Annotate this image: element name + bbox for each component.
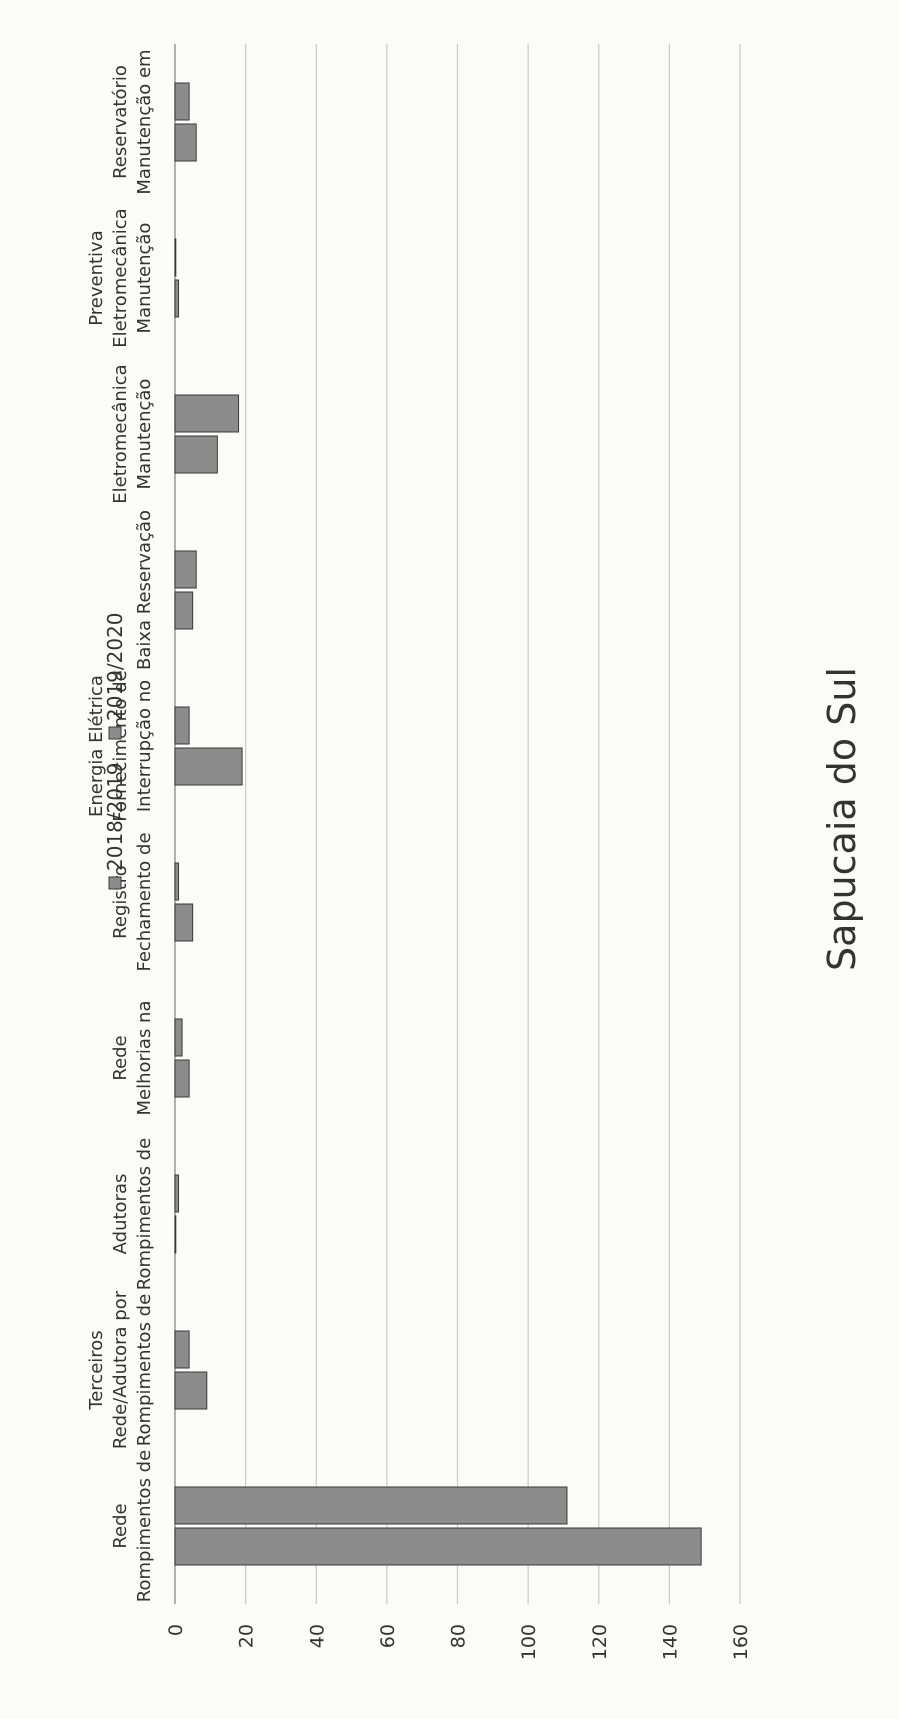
category-label: Preventiva <box>86 230 107 326</box>
chart-title: Sapucaia do Sul <box>820 667 864 971</box>
bar-2018-2019-4 <box>175 904 193 941</box>
category-label: Melhorias na <box>134 1001 155 1116</box>
category-label: Rede <box>110 1503 131 1548</box>
legend-swatch <box>109 877 121 889</box>
y-tick-label: 20 <box>236 1624 258 1648</box>
bar-2018-2019-8 <box>175 280 179 317</box>
bar-2018-2019-2 <box>175 1216 176 1253</box>
bar-2018-2019-5 <box>175 748 242 785</box>
bar-2018-2019-9 <box>175 124 196 161</box>
y-tick-label: 60 <box>377 1624 399 1648</box>
y-tick-label: 120 <box>589 1624 611 1660</box>
category-label: Rompimentos de <box>134 1294 155 1446</box>
category-label: Interrupção no <box>134 680 155 812</box>
legend-label: 2018/2019 <box>103 762 127 871</box>
category-label: Terceiros <box>86 1330 107 1410</box>
category-label: Manutenção em <box>134 49 155 194</box>
y-tick-label: 140 <box>659 1624 681 1660</box>
category-label: Manutenção <box>134 379 155 490</box>
y-tick-label: 0 <box>165 1624 187 1636</box>
bar-2018-2019-0 <box>175 1528 701 1565</box>
legend-label: 2019/2020 <box>103 612 127 721</box>
bar-2018-2019-7 <box>175 436 217 473</box>
category-label: Eletromecânica <box>110 364 131 503</box>
category-label: Rede <box>110 1035 131 1080</box>
y-tick-label: 100 <box>518 1624 540 1660</box>
bar-2019-2020-7 <box>175 395 239 432</box>
bar-2019-2020-4 <box>175 863 179 900</box>
y-tick-label: 160 <box>730 1624 752 1660</box>
category-label: Rede/Adutora por <box>110 1290 131 1449</box>
category-label: Reservatório <box>110 65 131 179</box>
category-label: Eletromecânica <box>110 208 131 347</box>
legend-swatch <box>109 727 121 739</box>
category-label: Fechamento de <box>134 832 155 971</box>
category-label: Baixa Reservação <box>134 510 155 670</box>
category-label: Adutoras <box>110 1174 131 1255</box>
category-label: Rompimentos de <box>134 1450 155 1602</box>
bar-2018-2019-6 <box>175 592 193 629</box>
bar-2018-2019-3 <box>175 1060 189 1097</box>
bar-2019-2020-8 <box>175 239 176 276</box>
bar-2019-2020-5 <box>175 707 189 744</box>
bar-2019-2020-9 <box>175 83 189 120</box>
category-label: Registro <box>110 865 131 939</box>
y-tick-label: 80 <box>448 1624 470 1648</box>
bar-2019-2020-2 <box>175 1175 179 1212</box>
bar-2018-2019-1 <box>175 1372 207 1409</box>
bar-2019-2020-1 <box>175 1331 189 1368</box>
y-tick-label: 40 <box>306 1624 328 1648</box>
category-label: Manutenção <box>134 223 155 334</box>
category-label: Rompimentos de <box>134 1138 155 1290</box>
bar-2019-2020-0 <box>175 1487 567 1524</box>
bar-2019-2020-6 <box>175 551 196 588</box>
bar-2019-2020-3 <box>175 1019 182 1056</box>
